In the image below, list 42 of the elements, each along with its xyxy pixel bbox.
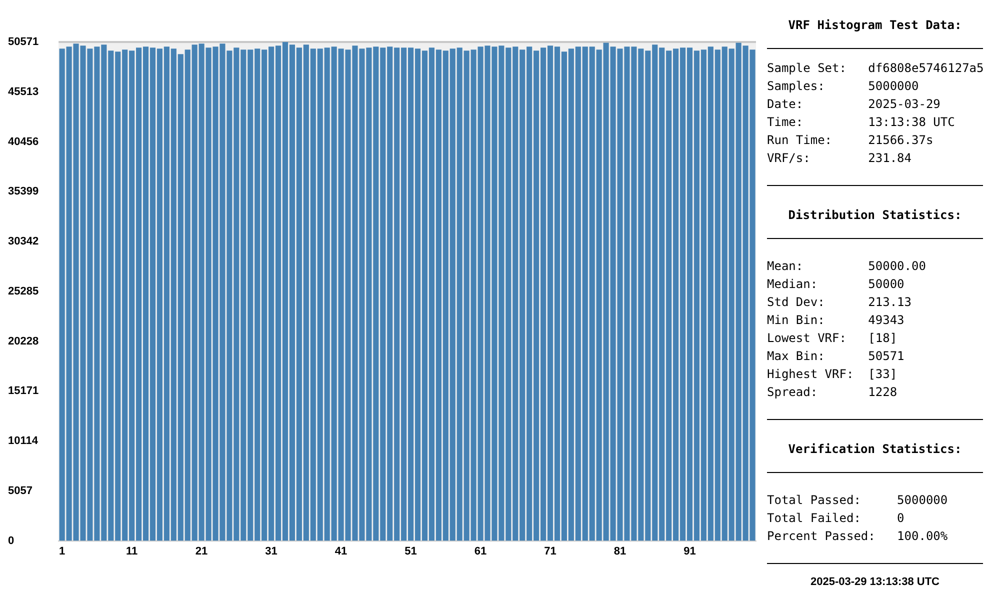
x-tick-label: 1 bbox=[59, 545, 66, 558]
text: Sample Set: df6808e5746127a5 bbox=[767, 61, 984, 77]
text: Median: 50000 bbox=[767, 277, 906, 293]
y-tick-label: 10114 bbox=[8, 435, 39, 448]
text: Min Bin: 49343 bbox=[767, 313, 906, 329]
text: Max Bin: 50571 bbox=[767, 349, 906, 365]
text: Mean: 50000.00 bbox=[767, 259, 927, 275]
text: Total Passed: 5000000 bbox=[767, 493, 949, 509]
text: Samples: 5000000 bbox=[767, 79, 920, 95]
text: 2025-03-29 13:13:38 UTC bbox=[809, 576, 941, 588]
x-tick-label: 41 bbox=[334, 545, 348, 558]
x-tick-label: 81 bbox=[614, 545, 626, 558]
text: Verification Statistics: bbox=[787, 442, 963, 456]
y-tick-label: 15171 bbox=[8, 385, 39, 398]
text: VRF/s: 231.84 bbox=[767, 151, 912, 167]
text: Spread: 1228 bbox=[767, 385, 898, 401]
text: Distribution Statistics: bbox=[787, 208, 963, 222]
y-tick-label: 50571 bbox=[8, 36, 39, 48]
text: Run Time: 21566.37s bbox=[767, 133, 934, 149]
y-tick-label: 5057 bbox=[8, 484, 32, 497]
y-tick-label: 30342 bbox=[8, 236, 39, 248]
y-tick-label: 25285 bbox=[8, 285, 39, 298]
text: Time: 13:13:38 UTC bbox=[767, 115, 956, 131]
text: VRF Histogram Test Data: bbox=[787, 18, 963, 32]
x-tick-label: 61 bbox=[474, 545, 487, 558]
text: Total Failed: 0 bbox=[767, 511, 906, 527]
x-tick-label: 21 bbox=[195, 545, 208, 558]
text: Lowest VRF: [18] bbox=[767, 331, 898, 347]
y-tick-label: 40456 bbox=[8, 136, 39, 148]
text: Date: 2025-03-29 bbox=[767, 97, 942, 113]
x-tick-label: 71 bbox=[544, 545, 556, 558]
text: Highest VRF: [33] bbox=[767, 367, 898, 383]
x-tick-label: 51 bbox=[404, 545, 417, 558]
y-tick-label: 45513 bbox=[8, 86, 39, 98]
x-tick-label: 11 bbox=[126, 545, 138, 558]
y-tick-label: 20228 bbox=[8, 335, 39, 348]
text: Percent Passed: 100.00% bbox=[767, 529, 949, 545]
y-tick-label: 35399 bbox=[8, 186, 39, 198]
text: Std Dev: 213.13 bbox=[767, 295, 912, 311]
x-tick-label: 91 bbox=[684, 545, 696, 558]
y-tick-label: 0 bbox=[8, 534, 14, 547]
x-tick-label: 31 bbox=[265, 545, 278, 558]
